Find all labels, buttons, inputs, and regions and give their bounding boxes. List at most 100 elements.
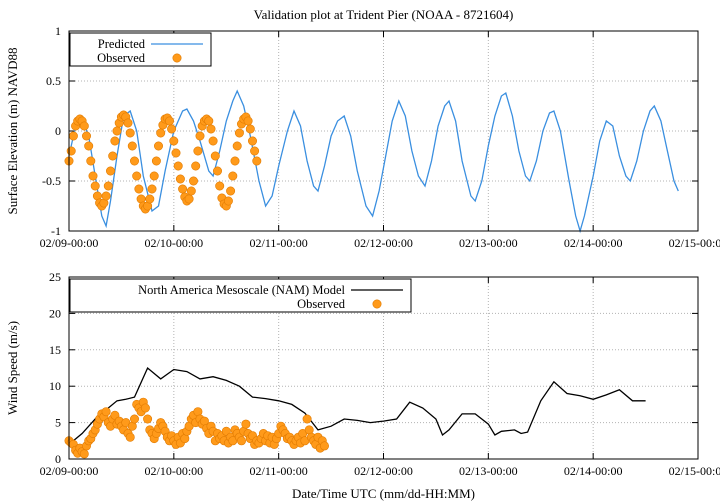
observed-point bbox=[213, 166, 223, 176]
observed-point bbox=[156, 128, 166, 138]
y-tick-label: 0 bbox=[55, 124, 61, 138]
panel1-frame bbox=[68, 30, 699, 232]
observed-point bbox=[248, 136, 258, 146]
observed-point bbox=[195, 131, 205, 141]
observed-point bbox=[178, 184, 188, 194]
observed-point bbox=[149, 171, 159, 181]
legend-label: Predicted bbox=[98, 37, 146, 51]
observed-point bbox=[88, 171, 98, 181]
legend-box bbox=[69, 278, 412, 313]
surface-elevation-panel: 02/09-00:00 02/10-00:00 02/11-00:00 02/12-0… bbox=[5, 24, 720, 250]
wind-speed-panel: 02/09-00:00 02/10-00:00 02/11-00:00 02/12-0… bbox=[5, 270, 720, 501]
observed-point bbox=[175, 174, 185, 184]
panel1-ylabel: Surface Elevation (m) NAVD88 bbox=[5, 48, 20, 215]
legend-point-swatch bbox=[372, 299, 382, 309]
legend-label: Observed bbox=[297, 297, 346, 311]
observed-point bbox=[130, 156, 140, 166]
observed-point bbox=[189, 176, 199, 186]
panel2-frame bbox=[68, 276, 699, 460]
observed-point bbox=[184, 194, 194, 204]
observed-point bbox=[232, 141, 242, 151]
observed-point bbox=[66, 146, 76, 156]
observed-point bbox=[110, 136, 120, 146]
observed-point bbox=[237, 436, 247, 446]
panel2-ticks: 02/09-00:00 02/10-00:00 02/11-00:00 02/12-0… bbox=[40, 270, 720, 478]
observed-point bbox=[234, 128, 244, 138]
y-tick-label: 0 bbox=[55, 452, 61, 466]
observed-point bbox=[191, 161, 201, 171]
observed-point bbox=[101, 191, 111, 201]
observed-point bbox=[223, 196, 233, 206]
y-tick-label: 20 bbox=[49, 306, 61, 320]
observed-point bbox=[90, 181, 100, 191]
observed-point bbox=[226, 186, 236, 196]
x-tick-label: 02/11-00:00 bbox=[250, 236, 308, 250]
x-tick-label: 02/11-00:00 bbox=[250, 464, 308, 478]
observed-point bbox=[112, 126, 122, 136]
observed-point bbox=[204, 116, 214, 126]
legend-label: North America Mesoscale (NAM) Model bbox=[138, 283, 345, 297]
panel2-legend: North America Mesoscale (NAM) ModelObser… bbox=[69, 278, 412, 313]
observed-point bbox=[79, 449, 89, 459]
chart-title: Validation plot at Trident Pier (NOAA - … bbox=[254, 7, 514, 22]
observed-point bbox=[171, 148, 181, 158]
observed-point bbox=[252, 156, 262, 166]
observed-point bbox=[154, 141, 164, 151]
observed-point bbox=[147, 184, 157, 194]
observed-point bbox=[241, 419, 251, 429]
x-tick-label: 02/12-00:00 bbox=[354, 464, 413, 478]
observed-point bbox=[108, 151, 118, 161]
observed-point bbox=[106, 166, 116, 176]
observed-point bbox=[79, 121, 89, 131]
observed-point bbox=[245, 124, 255, 134]
observed-point bbox=[134, 184, 144, 194]
panel2-xlabel: Date/Time UTC (mm/dd-HH:MM) bbox=[292, 486, 475, 501]
x-tick-label: 02/13-00:00 bbox=[459, 236, 518, 250]
observed-point bbox=[103, 181, 113, 191]
observed-point bbox=[151, 156, 161, 166]
observed-point bbox=[215, 181, 225, 191]
observed-point bbox=[125, 128, 135, 138]
observed-point bbox=[210, 151, 220, 161]
observed-point bbox=[101, 407, 111, 417]
observed-point bbox=[82, 131, 92, 141]
observed-point bbox=[130, 414, 140, 424]
observed-point bbox=[319, 441, 329, 451]
observed-point bbox=[250, 146, 260, 156]
observed-point bbox=[165, 116, 175, 126]
panel2-data bbox=[64, 366, 646, 459]
x-tick-label: 02/09-00:00 bbox=[40, 236, 99, 250]
y-tick-label: 15 bbox=[49, 343, 61, 357]
series-line-0 bbox=[68, 366, 646, 445]
observed-point bbox=[206, 124, 216, 134]
observed-point bbox=[228, 171, 238, 181]
x-tick-label: 02/14-00:00 bbox=[564, 464, 623, 478]
legend-box bbox=[69, 32, 212, 67]
observed-point bbox=[127, 141, 137, 151]
x-tick-label: 02/13-00:00 bbox=[459, 464, 518, 478]
observed-point bbox=[145, 194, 155, 204]
observed-point bbox=[143, 414, 153, 424]
panel2-ylabel: Wind Speed (m/s) bbox=[5, 321, 20, 415]
observed-point bbox=[173, 161, 183, 171]
observed-point bbox=[193, 146, 203, 156]
observed-point bbox=[167, 124, 177, 134]
observed-point bbox=[186, 186, 196, 196]
observed-point bbox=[68, 131, 78, 141]
y-tick-label: 0.5 bbox=[46, 74, 61, 88]
observed-point bbox=[169, 136, 179, 146]
panel1-ticks: 02/09-00:00 02/10-00:00 02/11-00:00 02/12-0… bbox=[40, 24, 720, 250]
observed-point bbox=[230, 156, 240, 166]
y-tick-label: 25 bbox=[49, 270, 61, 284]
y-tick-label: -0.5 bbox=[42, 174, 61, 188]
x-tick-label: 02/14-00:00 bbox=[564, 236, 623, 250]
y-tick-label: 1 bbox=[55, 24, 61, 38]
observed-point bbox=[123, 118, 133, 128]
observed-point bbox=[132, 171, 142, 181]
observed-point bbox=[243, 116, 253, 126]
x-tick-label: 02/15-00:00 bbox=[669, 464, 720, 478]
observed-point bbox=[208, 136, 218, 146]
y-tick-label: -1 bbox=[51, 224, 61, 238]
y-tick-label: 10 bbox=[49, 379, 61, 393]
